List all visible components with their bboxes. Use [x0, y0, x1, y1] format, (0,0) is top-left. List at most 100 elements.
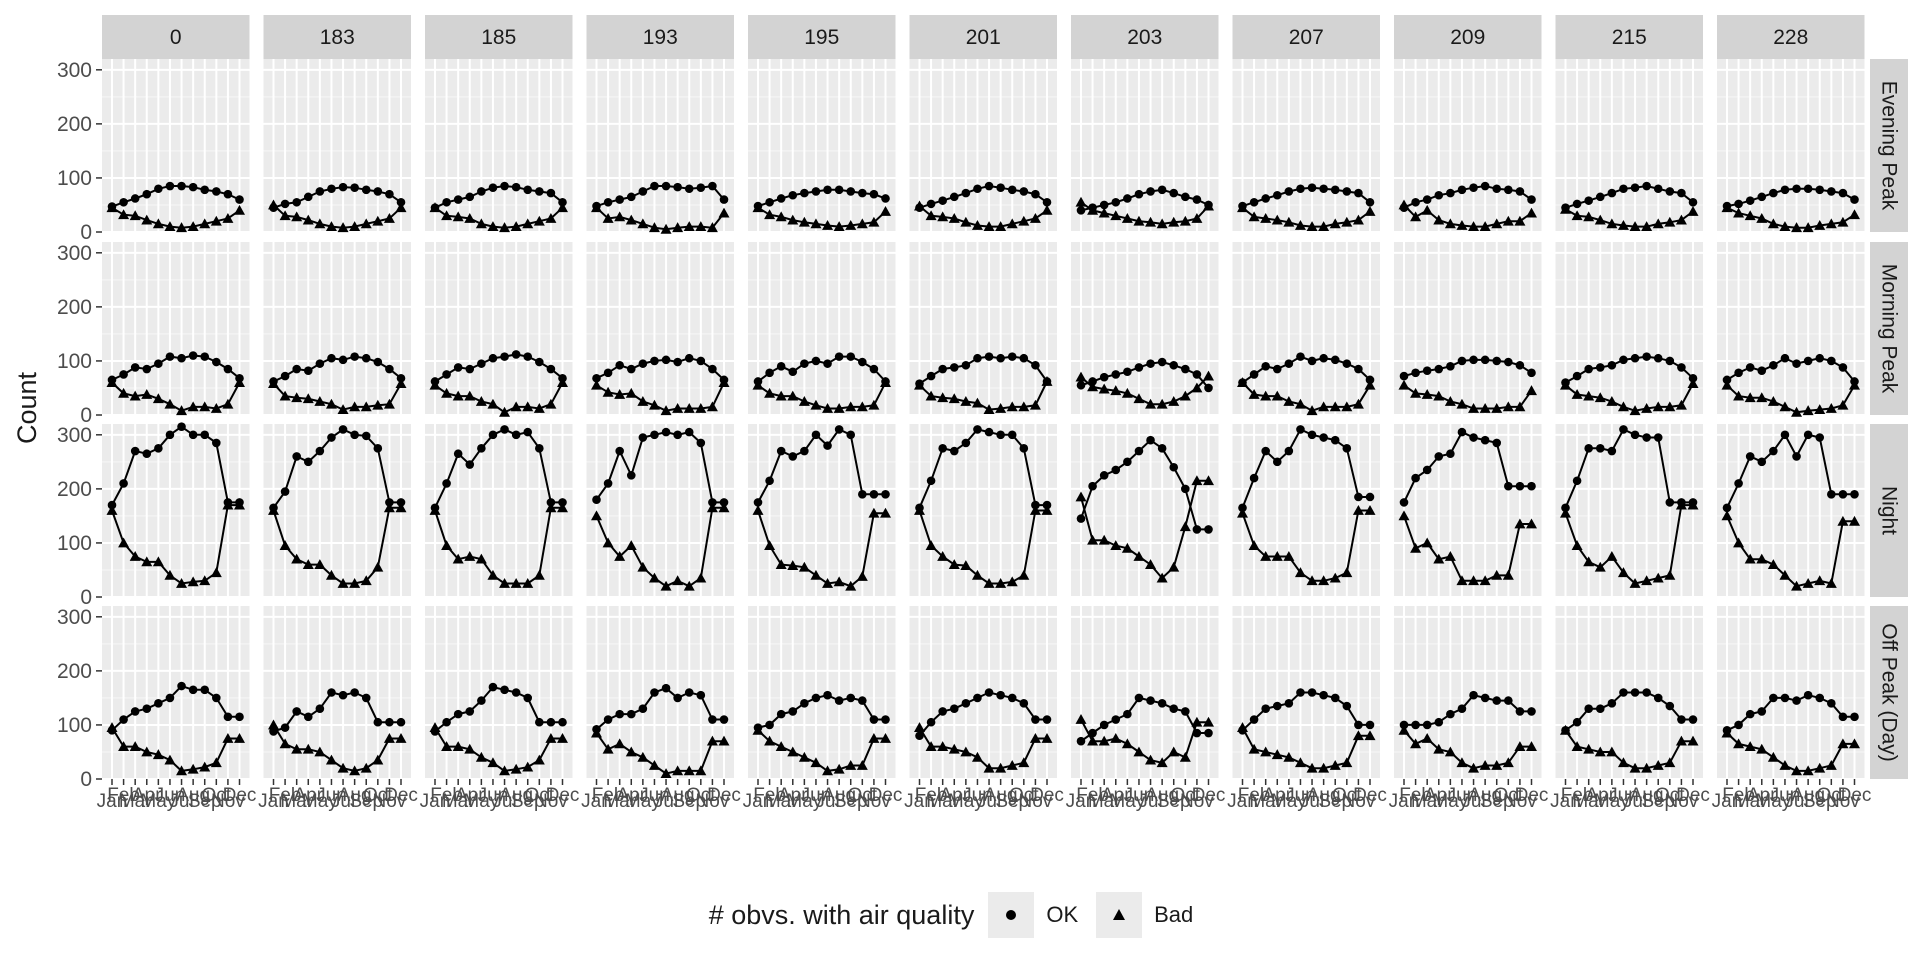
data-point-ok — [661, 355, 671, 365]
panel-evening-peak-228: 228 — [1717, 15, 1865, 233]
data-point-ok — [1677, 363, 1686, 372]
data-point-ok — [869, 489, 879, 499]
x-tick-label: Aug — [1630, 785, 1664, 806]
data-point-ok — [212, 357, 221, 367]
data-point-ok — [1722, 503, 1732, 513]
data-point-ok — [858, 188, 867, 198]
data-point-ok — [1354, 492, 1363, 502]
facet-strip-215: 215 — [1555, 15, 1703, 59]
data-point-bad — [1329, 759, 1341, 770]
data-point-ok — [1653, 184, 1663, 194]
data-point-ok — [926, 476, 936, 486]
data-point-bad — [129, 741, 141, 751]
x-tick-label: Nov — [1826, 791, 1860, 812]
data-point-bad — [1260, 390, 1272, 401]
data-point-ok — [1307, 688, 1317, 697]
data-point-bad — [983, 762, 995, 773]
data-point-ok — [1838, 489, 1848, 499]
data-point-bad — [833, 221, 845, 231]
series-line-ok — [918, 428, 1047, 509]
data-point-bad — [1294, 220, 1306, 230]
data-point-ok — [1469, 433, 1478, 442]
data-point-bad — [533, 215, 545, 226]
data-point-bad — [1733, 738, 1745, 749]
data-point-ok — [442, 717, 451, 727]
data-point-bad — [279, 390, 291, 401]
data-point-bad — [1294, 398, 1306, 409]
data-point-ok — [1815, 433, 1825, 442]
data-point-bad — [1041, 204, 1053, 215]
facet-strip-label: Off Peak (Day) — [1878, 623, 1901, 762]
data-point-ok — [984, 352, 994, 361]
data-point-bad — [464, 390, 476, 401]
x-tick-label: Nov — [373, 791, 407, 812]
data-point-bad — [152, 749, 164, 760]
data-point-bad — [1075, 491, 1087, 502]
facet-strip-183: 183 — [263, 15, 411, 59]
panel-morning-peak-203 — [1071, 242, 1219, 416]
facet-strip-bg — [1232, 15, 1380, 59]
data-point-ok — [996, 690, 1005, 700]
data-point-ok — [776, 446, 786, 456]
data-point-bad — [1306, 405, 1318, 416]
panel-night-183 — [263, 424, 411, 598]
data-point-ok — [973, 425, 982, 434]
facet-strip-bg — [263, 15, 411, 59]
data-point-ok — [1099, 471, 1109, 480]
data-point-ok — [119, 370, 128, 379]
data-point-bad — [948, 743, 960, 754]
data-point-ok — [292, 364, 301, 374]
data-point-ok — [465, 192, 475, 202]
data-point-ok — [477, 359, 486, 368]
data-point-bad — [1271, 390, 1283, 401]
facet-strip-bg — [1870, 424, 1908, 597]
data-point-ok — [1146, 187, 1155, 196]
series-line-ok — [595, 431, 724, 504]
data-point-bad — [1133, 215, 1145, 226]
data-point-bad — [499, 765, 511, 776]
data-point-ok — [1584, 196, 1593, 205]
data-point-ok — [1492, 696, 1502, 705]
panel-background — [748, 424, 896, 597]
data-point-bad — [1733, 537, 1745, 548]
data-point-bad — [1583, 211, 1595, 222]
data-point-ok — [303, 192, 313, 202]
data-point-bad — [129, 210, 141, 221]
data-point-ok — [1803, 184, 1813, 194]
data-point-bad — [775, 211, 787, 222]
data-point-bad — [833, 576, 845, 587]
data-point-bad — [1560, 379, 1571, 390]
x-tick-label: Jun — [1770, 785, 1801, 806]
data-point-ok — [834, 425, 844, 434]
y-tick-label: 200 — [57, 113, 92, 136]
x-tick-label: Aug — [499, 785, 533, 806]
facet-strip-bg — [1870, 242, 1908, 415]
x-tick-label: Apr — [939, 785, 969, 806]
data-point-ok — [1850, 489, 1859, 499]
facet-strip-night: Night — [1870, 424, 1908, 597]
data-point-bad — [1837, 399, 1849, 410]
panel-background — [748, 242, 896, 415]
data-point-bad — [176, 222, 188, 233]
data-point-ok — [1411, 473, 1420, 483]
data-point-ok — [477, 187, 486, 196]
data-point-bad — [1767, 395, 1779, 406]
data-point-bad — [948, 212, 960, 223]
x-tick-label: Dec — [1030, 785, 1064, 806]
data-point-ok — [765, 720, 774, 730]
data-point-bad — [1491, 569, 1503, 580]
data-point-bad — [1203, 200, 1214, 211]
data-point-bad — [1744, 553, 1756, 564]
data-point-ok — [949, 704, 959, 714]
data-point-ok — [650, 688, 659, 697]
data-point-bad — [383, 398, 395, 409]
facet-strip-label: 209 — [1450, 26, 1485, 49]
data-point-ok — [200, 185, 210, 195]
data-point-ok — [1480, 693, 1490, 703]
panel-background — [1555, 424, 1703, 597]
data-point-ok — [800, 446, 809, 456]
data-point-ok — [592, 373, 601, 383]
data-point-ok — [1803, 356, 1813, 366]
data-point-bad — [810, 218, 822, 229]
